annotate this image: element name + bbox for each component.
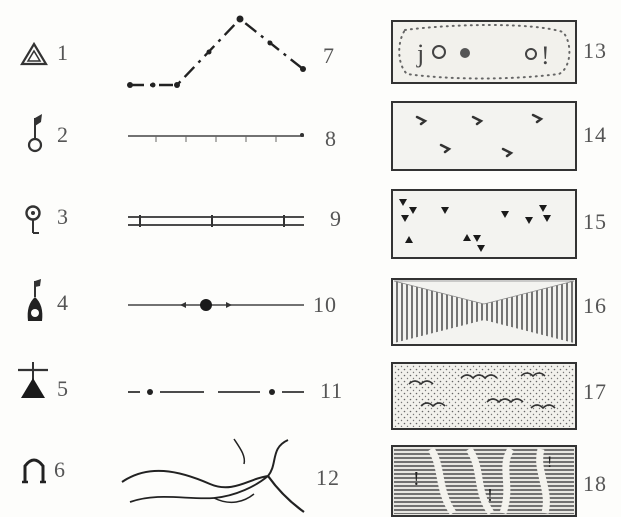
scattered-marks-pattern bbox=[391, 101, 577, 171]
svg-text:j: j bbox=[416, 39, 424, 68]
legend-number-11: 11 bbox=[320, 378, 344, 403]
arch-icon bbox=[22, 458, 46, 484]
legend-number-9: 9 bbox=[330, 206, 342, 231]
legend-number-7: 7 bbox=[323, 43, 335, 68]
ticked-line bbox=[128, 133, 304, 142]
line-with-center-dot bbox=[128, 299, 304, 311]
flag-ring-icon bbox=[27, 114, 43, 153]
tall-ring-flag-icon bbox=[27, 279, 43, 321]
svg-text:!: ! bbox=[547, 454, 552, 471]
svg-text:!: ! bbox=[413, 468, 420, 490]
legend-number-8: 8 bbox=[325, 126, 337, 151]
legend-number-16: 16 bbox=[583, 293, 607, 318]
dotted-area-pattern: j ! bbox=[391, 20, 577, 84]
filled-triangle-tower-icon bbox=[18, 362, 48, 398]
legend-number-6: 6 bbox=[54, 457, 66, 482]
legend-number-2: 2 bbox=[57, 122, 69, 147]
legend-number-14: 14 bbox=[583, 122, 607, 147]
legend-number-5: 5 bbox=[57, 376, 69, 401]
dash-dot-broken-line bbox=[128, 389, 304, 395]
dash-dot-boundary-line bbox=[127, 15, 306, 88]
hatched-band-pattern bbox=[391, 278, 577, 346]
triangle-point-icon bbox=[20, 42, 48, 66]
legend-number-1: 1 bbox=[57, 40, 69, 65]
dense-striped-pattern: ! ! ! bbox=[391, 445, 577, 517]
legend-number-13: 13 bbox=[583, 38, 607, 63]
double-line-with-ticks bbox=[128, 215, 304, 227]
legend-number-12: 12 bbox=[316, 465, 340, 490]
legend-number-17: 17 bbox=[583, 379, 607, 404]
triangle-marks-pattern bbox=[391, 189, 577, 259]
stipple-wave-pattern bbox=[391, 362, 577, 430]
svg-text:!: ! bbox=[541, 41, 550, 70]
legend-number-10: 10 bbox=[313, 292, 337, 317]
branching-river-lines bbox=[121, 438, 305, 513]
legend-number-3: 3 bbox=[57, 204, 69, 229]
ring-stem-icon bbox=[25, 205, 41, 234]
legend-number-18: 18 bbox=[583, 471, 607, 496]
svg-text:!: ! bbox=[487, 485, 493, 505]
legend-number-15: 15 bbox=[583, 209, 607, 234]
legend-number-4: 4 bbox=[57, 290, 69, 315]
